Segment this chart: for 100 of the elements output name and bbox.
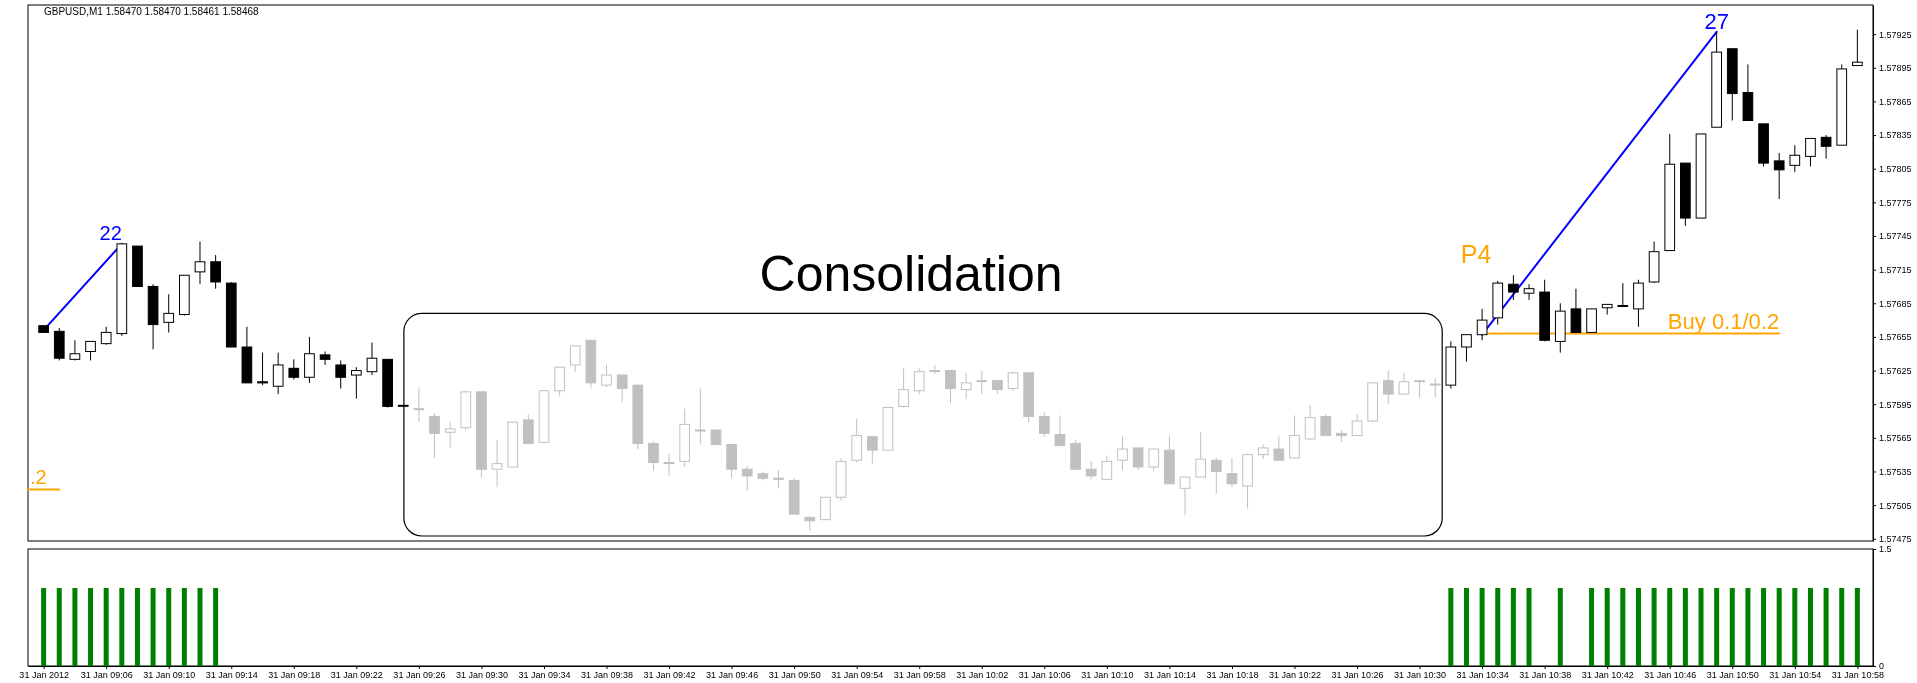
candlestick — [257, 352, 268, 386]
y-tick-label: 1.57805 — [1879, 164, 1912, 175]
candlestick — [429, 412, 440, 459]
candlestick — [1351, 413, 1363, 437]
candlestick — [1382, 370, 1394, 405]
annotation: 22 — [99, 221, 122, 244]
x-tick-label: 31 Jan 10:14 — [1143, 670, 1196, 681]
candlestick — [1852, 29, 1863, 67]
candlestick — [1570, 288, 1582, 333]
x-tick-label: 31 Jan 10:10 — [1081, 670, 1134, 681]
candlestick — [1586, 308, 1597, 333]
annotation: 27 — [1704, 8, 1729, 34]
annotation: Consolidation — [759, 246, 1063, 303]
candlestick — [1101, 455, 1113, 480]
candlestick — [929, 364, 941, 375]
candlestick — [1508, 274, 1519, 301]
candlestick — [1461, 334, 1472, 363]
y-tick-label: 1.57505 — [1879, 500, 1912, 511]
candlestick — [945, 370, 956, 404]
y-tick-label: 1.57865 — [1879, 96, 1912, 107]
x-tick-label: 31 Jan 10:38 — [1519, 670, 1572, 681]
candlestick — [898, 367, 909, 409]
candlestick — [1429, 377, 1441, 398]
x-tick-label: 31 Jan 10:46 — [1644, 670, 1697, 681]
x-tick-label: 31 Jan 09:18 — [268, 670, 321, 681]
x-tick-label: 31 Jan 10:02 — [956, 670, 1009, 681]
candlestick — [194, 241, 206, 285]
candlestick — [866, 436, 878, 465]
x-tick-label: 31 Jan 10:54 — [1769, 670, 1822, 681]
candlestick — [1148, 448, 1160, 471]
x-tick-label: 31 Jan 10:30 — [1394, 670, 1447, 681]
candlestick — [351, 366, 362, 400]
chart-title: GBPUSD,M1 1.58470 1.58470 1.58461 1.58468 — [44, 6, 260, 17]
x-tick-label: 31 Jan 09:26 — [393, 670, 446, 681]
candlestick — [960, 372, 972, 400]
candlestick — [319, 350, 331, 366]
candlestick — [694, 388, 706, 446]
candlestick — [1210, 457, 1222, 495]
x-tick-label: 31 Jan 09:50 — [768, 670, 821, 681]
y-tick-label: 1.57775 — [1879, 197, 1912, 208]
x-tick-label: 31 Jan 09:30 — [455, 670, 508, 681]
candlestick — [1195, 431, 1207, 478]
x-tick-label: 31 Jan 10:26 — [1331, 670, 1384, 681]
y-tick-label: 1.57685 — [1879, 298, 1912, 309]
y-tick-label: 1.57535 — [1879, 466, 1912, 477]
y-tick-label: 1.57745 — [1879, 231, 1912, 242]
x-tick-label: 31 Jan 10:50 — [1706, 670, 1759, 681]
candlestick — [1805, 137, 1816, 167]
x-tick-label: 31 Jan 09:38 — [580, 670, 634, 681]
y-tick-label: 1.57835 — [1879, 130, 1912, 141]
x-tick-label: 31 Jan 09:58 — [893, 670, 946, 681]
candlestick — [741, 465, 753, 492]
candlestick — [444, 421, 456, 449]
candlestick — [1617, 282, 1629, 308]
candlestick — [554, 366, 565, 397]
x-tick-label: 31 Jan 09:46 — [706, 670, 759, 681]
y-tick-label: 1.57475 — [1879, 534, 1912, 545]
candlestick — [1054, 414, 1066, 447]
candlestick — [1476, 308, 1488, 341]
candlestick — [616, 374, 628, 403]
x-tick-label: 31 Jan 10:42 — [1581, 670, 1634, 681]
x-tick-label: 31 Jan 09:14 — [205, 670, 258, 681]
annotation: .2 — [30, 466, 47, 489]
x-tick-label: 31 Jan 10:18 — [1206, 670, 1259, 681]
annotation: Buy 0.1/0.2 — [1667, 309, 1780, 335]
x-tick-label: 31 Jan 09:06 — [80, 670, 133, 681]
candlestick — [210, 254, 221, 290]
x-tick-label: 31 Jan 10:58 — [1831, 670, 1884, 681]
candlestick — [663, 453, 675, 477]
candlestick — [1273, 435, 1285, 461]
candlestick — [1820, 134, 1832, 160]
candlestick — [1132, 447, 1144, 471]
candlestick — [272, 352, 284, 395]
y-tick-label: 1.57895 — [1879, 63, 1912, 74]
candlestick — [1117, 436, 1128, 471]
candlestick — [601, 364, 612, 388]
candlestick — [366, 342, 378, 376]
candlestick — [1179, 476, 1191, 516]
y-tick-label: 1.57565 — [1879, 433, 1912, 444]
x-tick-label: 31 Jan 10:06 — [1018, 670, 1071, 681]
candlestick — [1523, 283, 1535, 301]
x-tick-label: 31 Jan 10:22 — [1268, 670, 1322, 681]
x-tick-label: 31 Jan 09:10 — [143, 670, 196, 681]
candlestick — [648, 440, 659, 471]
candlestick — [976, 370, 988, 395]
x-tick-label: 31 Jan 09:54 — [831, 670, 884, 681]
y-tick-label: 1.57655 — [1879, 332, 1912, 343]
x-tick-label: 31 Jan 10:34 — [1456, 670, 1509, 681]
y-tick-label: 1.57925 — [1879, 29, 1912, 40]
y-tick-label: 1.5 — [1879, 544, 1892, 555]
candlestick — [335, 359, 347, 389]
candlestick — [1398, 372, 1410, 395]
y-tick-label: 1.57625 — [1879, 365, 1912, 376]
candlestick — [1289, 414, 1300, 459]
candlestick — [1789, 144, 1801, 173]
candlestick — [1304, 404, 1316, 441]
x-tick-label: 31 Jan 09:34 — [518, 670, 571, 681]
candlestick — [1773, 152, 1785, 200]
candlestick — [491, 439, 503, 488]
candlestick — [569, 345, 581, 373]
